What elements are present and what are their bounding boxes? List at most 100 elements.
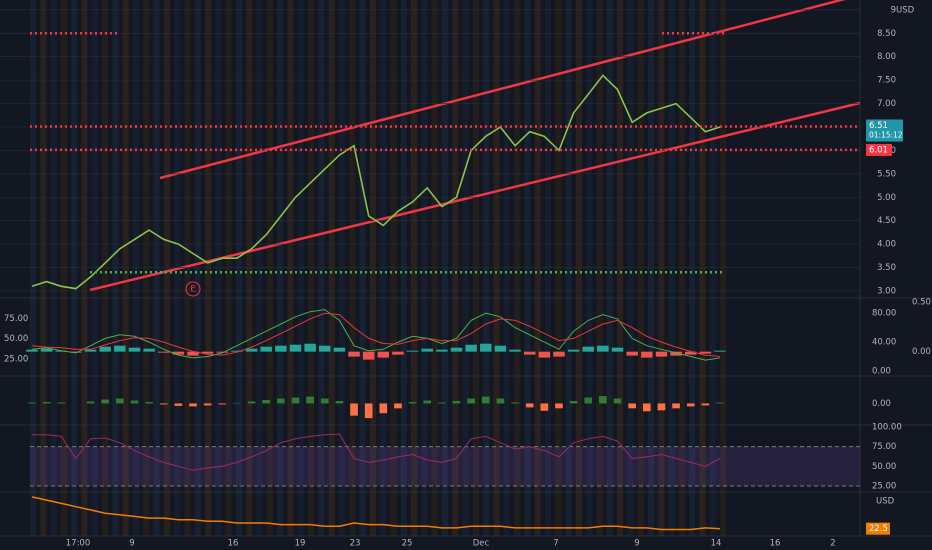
x-tick-label: 16 (770, 539, 781, 549)
stripe (596, 0, 603, 536)
histogram-bar (377, 351, 390, 358)
stripe (534, 0, 541, 536)
histogram-bar (392, 351, 404, 355)
stripe (40, 0, 47, 536)
stripe (648, 0, 654, 536)
series-line (31, 74, 721, 290)
series-line (31, 496, 721, 531)
x-tick-label: 14 (711, 539, 722, 549)
x-tick-label: 9 (634, 539, 639, 549)
histogram-bar (348, 351, 360, 357)
histogram-bar (436, 349, 448, 352)
histogram-bar (275, 345, 287, 352)
histogram-bar (379, 403, 388, 414)
stripe (411, 0, 418, 536)
y-tick-label: 50.00 (4, 334, 28, 344)
y-tick-label: 50.00 (872, 462, 896, 472)
histogram-bar (701, 403, 710, 406)
y-tick-label: 0.00 (872, 366, 891, 376)
stripe (266, 0, 273, 536)
histogram-bar (306, 396, 314, 404)
histogram-bar (641, 351, 653, 358)
histogram-bar (216, 351, 229, 353)
histogram-bar (116, 398, 124, 404)
histogram-bar (480, 343, 492, 352)
histogram-bar (99, 346, 111, 352)
stripe (236, 0, 242, 536)
x-tick-label: 25 (402, 539, 413, 549)
histogram-bar (262, 400, 271, 404)
stripe (689, 0, 696, 536)
y-tick-label: 100.00 (872, 422, 902, 432)
histogram-bar (364, 403, 373, 419)
stripe (617, 0, 624, 536)
stripe (112, 0, 119, 536)
histogram-bar (231, 350, 243, 352)
stripe (30, 0, 36, 536)
histogram-bar (394, 403, 402, 409)
stripe (493, 0, 500, 536)
histogram-bar (406, 350, 419, 352)
histogram-bar (320, 398, 329, 404)
histogram-bar (555, 403, 563, 409)
stripe (205, 0, 212, 536)
histogram-bar (672, 403, 680, 409)
x-tick-label: 23 (350, 539, 361, 549)
y-tick-label: 8.50 (877, 29, 896, 39)
histogram-bar (350, 403, 358, 416)
x-tick-label: 17:00 (66, 539, 91, 549)
stripe (143, 0, 150, 536)
histogram-bar (599, 396, 607, 404)
stripe (60, 0, 67, 536)
stripe (400, 0, 407, 536)
stripe (184, 0, 191, 536)
stripe (606, 0, 613, 536)
histogram-bar (481, 396, 490, 404)
histogram-bar (421, 348, 433, 352)
histogram-bar (245, 348, 258, 352)
histogram-bar (467, 398, 475, 404)
stripe (122, 0, 129, 536)
event-marker (185, 281, 201, 297)
x-tick-label: 19 (295, 539, 306, 549)
histogram-bar (335, 400, 344, 404)
event-label: E (190, 285, 195, 295)
channel-upper (159, 0, 846, 180)
histogram-bar (187, 351, 199, 356)
histogram-bar (291, 397, 300, 404)
stripe (503, 0, 510, 536)
histogram-bar (699, 351, 712, 354)
stripe (328, 0, 335, 536)
histogram-bar (319, 345, 331, 352)
stripe (452, 0, 459, 536)
countdown-label: 01:15:12 (869, 131, 903, 140)
histogram-bar (465, 344, 477, 352)
currency-label: USD (876, 497, 895, 507)
histogram-bar (511, 402, 519, 404)
histogram-bar (567, 349, 580, 352)
histogram-bar (525, 403, 534, 408)
stripe (359, 0, 366, 536)
stripe (277, 0, 284, 536)
histogram-bar (86, 401, 95, 404)
stripe (555, 0, 562, 536)
histogram-bar (582, 346, 594, 352)
stripe (575, 0, 582, 536)
histogram-bar (408, 401, 417, 404)
level-price-box (866, 143, 892, 156)
stripe (720, 0, 727, 536)
stripe (462, 0, 469, 536)
stripe (91, 0, 98, 536)
currency-label: USD (896, 6, 915, 16)
stripe (380, 0, 387, 536)
histogram-bar (114, 345, 126, 352)
series-line (31, 309, 721, 361)
histogram-bar (174, 403, 183, 406)
stripe (390, 0, 397, 536)
last-value-box (866, 522, 890, 535)
histogram-bar (130, 400, 139, 404)
histogram-bar (42, 401, 51, 404)
last-price-box (866, 119, 903, 142)
y-tick-label: 7.50 (877, 76, 896, 86)
stripe (339, 0, 345, 536)
